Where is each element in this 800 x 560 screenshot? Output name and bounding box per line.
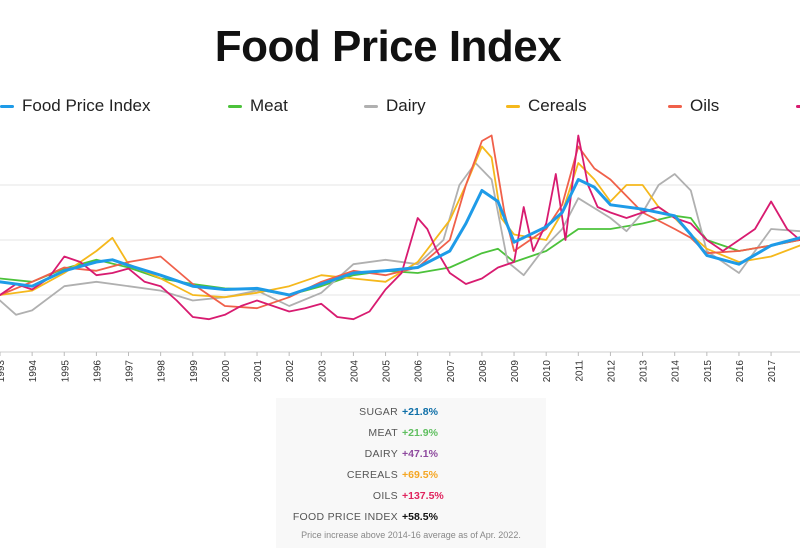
series-line-meat	[0, 214, 800, 296]
legend-swatch-cereals	[506, 104, 520, 108]
summary-label: SUGAR	[359, 406, 398, 418]
summary-row-meat: MEAT +21.9%	[276, 427, 546, 445]
summary-row-cereals: CEREALS +69.5%	[276, 469, 546, 487]
summary-value: +69.5%	[402, 469, 438, 481]
legend-item-dairy: Dairy	[364, 92, 426, 120]
summary-value: +21.9%	[402, 427, 438, 439]
x-tick-label-1999: 1999	[189, 360, 200, 383]
legend-label-dairy: Dairy	[386, 96, 426, 115]
summary-row-dairy: DAIRY +47.1%	[276, 448, 546, 466]
legend-item-meat: Meat	[228, 92, 288, 120]
x-tick-label-2009: 2009	[510, 360, 521, 383]
x-tick-label-1997: 1997	[125, 360, 136, 383]
summary-value: +21.8%	[402, 406, 438, 418]
legend-item-fpi: Food Price Index	[0, 92, 151, 120]
x-tick-label-1995: 1995	[60, 360, 71, 383]
x-tick-label-1996: 1996	[92, 360, 103, 383]
legend-swatch-dairy	[364, 104, 378, 108]
x-tick-label-2002: 2002	[285, 360, 296, 383]
x-tick-label-2004: 2004	[349, 360, 360, 383]
x-tick-label-2016: 2016	[735, 360, 746, 383]
legend-swatch-sugar	[796, 104, 800, 108]
series-line-dairy	[0, 162, 800, 316]
summary-label: CEREALS	[346, 469, 398, 481]
legend-item-oils: Oils	[668, 92, 719, 120]
legend-item-sugar	[796, 92, 800, 120]
x-tick-label-2007: 2007	[446, 360, 457, 383]
x-tick-label-2008: 2008	[478, 360, 489, 383]
legend-label-cereals: Cereals	[528, 96, 587, 115]
legend-label-oils: Oils	[690, 96, 720, 115]
x-tick-label-2017: 2017	[767, 360, 778, 383]
line-chart: 1993 1994 1995 1996 1997 1998 1999 2000 2001 2002…	[0, 134, 800, 383]
summary-value: +58.5%	[402, 511, 438, 523]
summary-row-food-price-index: FOOD PRICE INDEX +58.5%	[276, 511, 546, 529]
summary-label: MEAT	[368, 427, 398, 439]
x-tick-label-1994: 1994	[28, 360, 39, 383]
summary-row-oils: OILS +137.5%	[276, 490, 546, 508]
x-tick-label-1993: 1993	[0, 360, 7, 383]
x-tick-label-2015: 2015	[703, 360, 714, 383]
legend-label-fpi: Food Price Index	[22, 96, 151, 115]
series-line-sugar	[0, 134, 800, 321]
x-tick-label-2010: 2010	[542, 360, 553, 383]
legend-swatch-meat	[228, 104, 242, 108]
series-line-oils	[0, 134, 800, 310]
legend-item-cereals: Cereals	[506, 92, 587, 120]
summary-label: DAIRY	[364, 448, 398, 460]
x-tick-label-2011: 2011	[574, 360, 585, 382]
x-tick-label-2012: 2012	[606, 360, 617, 383]
x-tick-label-2003: 2003	[317, 360, 328, 383]
summary-label: OILS	[372, 490, 398, 502]
legend-label-meat: Meat	[250, 96, 288, 115]
x-tick-label-2013: 2013	[639, 360, 650, 383]
summary-row-sugar: SUGAR +21.8%	[276, 406, 546, 424]
legend-swatch-oils	[668, 104, 682, 108]
summary-note: Price increase above 2014-16 average as …	[301, 530, 521, 540]
chart-title: Food Price Index	[214, 22, 562, 71]
legend-swatch-fpi	[0, 104, 14, 108]
series-line-fpi	[0, 178, 800, 297]
summary-table: SUGAR +21.8% MEAT +21.9% DAIRY +47.1% CEREALS +…	[276, 398, 546, 548]
summary-label: FOOD PRICE INDEX	[292, 511, 398, 523]
summary-value: +137.5%	[402, 490, 444, 502]
x-tick-label-1998: 1998	[157, 360, 168, 383]
legend: Food Price Index Meat Dairy Cereals Oils	[0, 92, 800, 120]
x-tick-label-2001: 2001	[253, 360, 264, 383]
x-tick-label-2014: 2014	[671, 360, 682, 383]
x-tick-label-2005: 2005	[382, 360, 393, 383]
x-tick-label-2006: 2006	[414, 360, 425, 383]
x-tick-label-2000: 2000	[221, 360, 232, 383]
summary-value: +47.1%	[402, 448, 438, 460]
